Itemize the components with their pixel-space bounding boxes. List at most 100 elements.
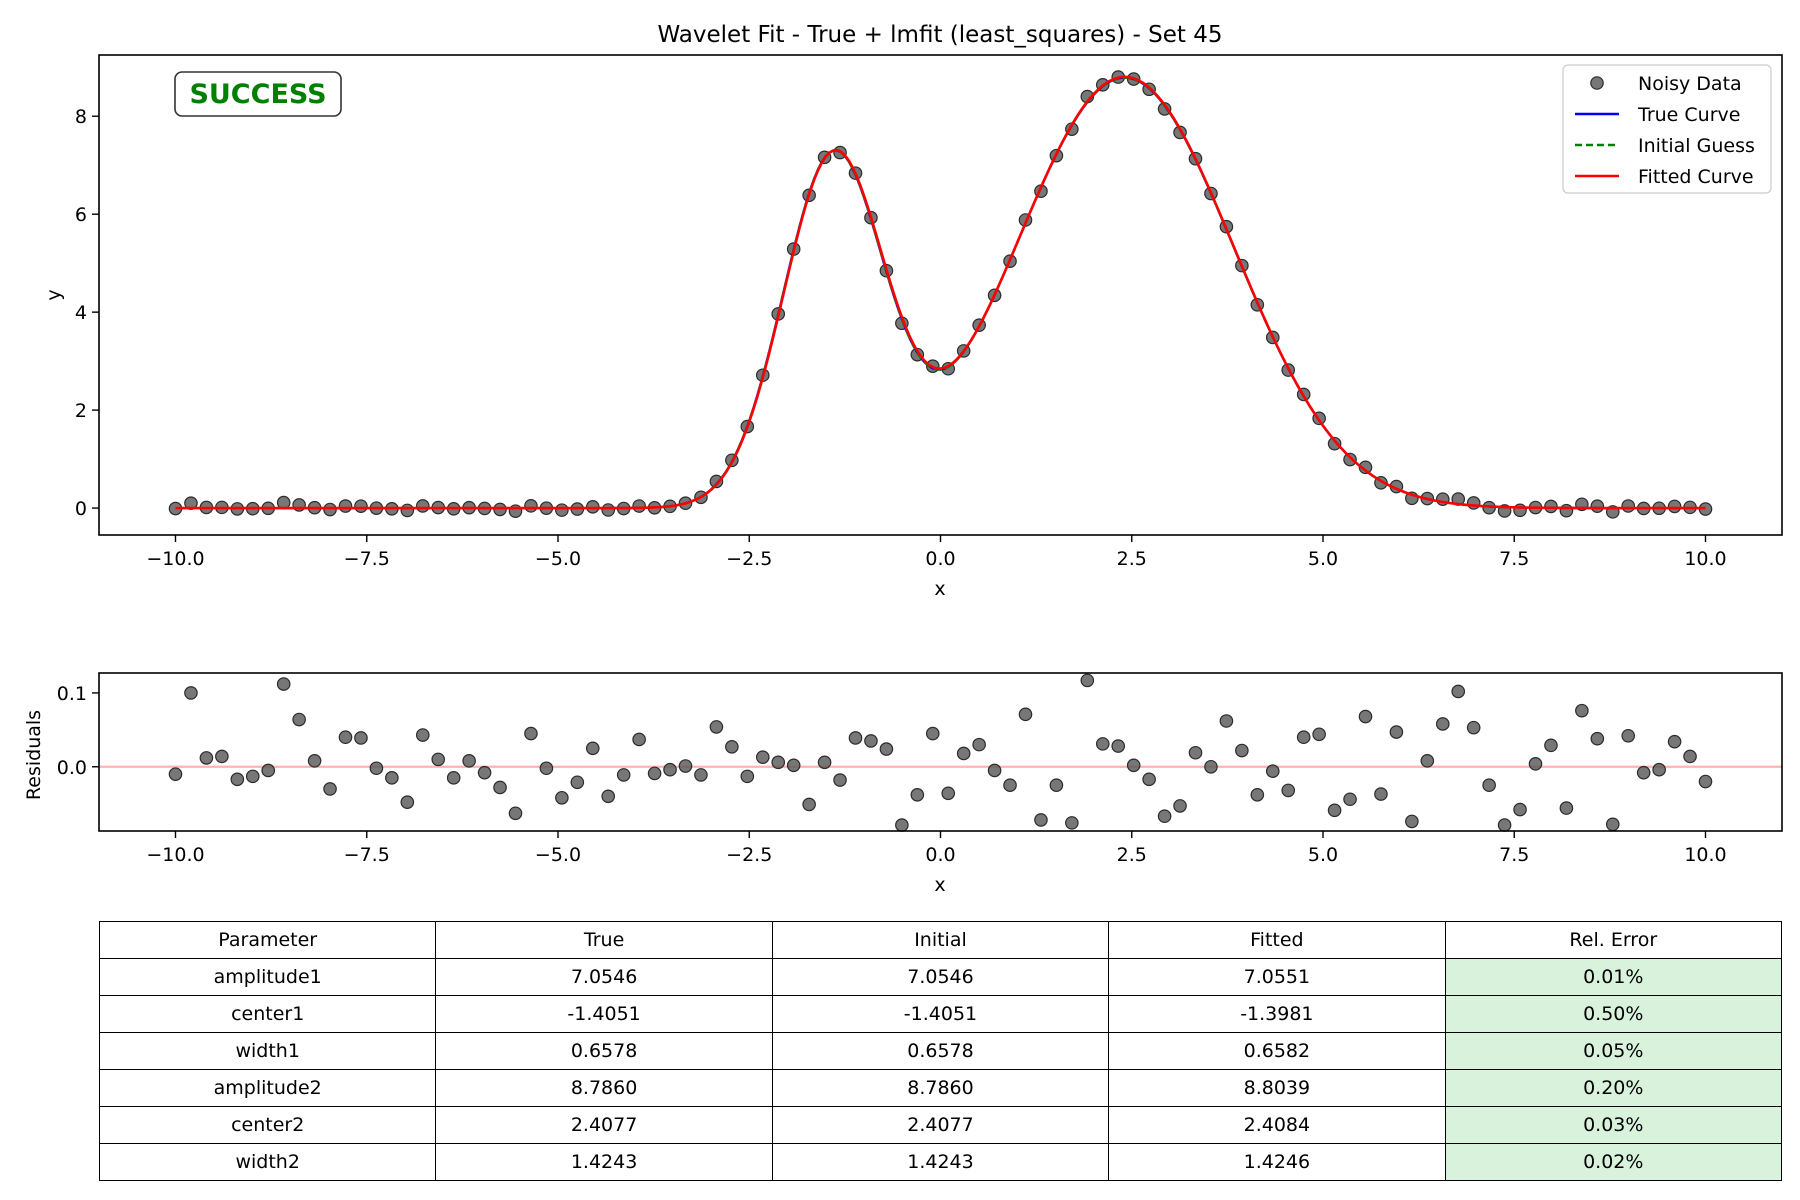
residual-point [802, 797, 816, 812]
table-row: width1 0.6578 0.6578 0.6582 0.05% [98, 1032, 1783, 1070]
residual-point [1034, 813, 1048, 827]
residual-point [555, 790, 569, 805]
residual-point [1018, 707, 1033, 722]
main-x-tick-label: 5.0 [1308, 548, 1338, 570]
main-x-tick-label: 0.0 [925, 548, 955, 570]
residual-point [725, 740, 739, 754]
residual-point [678, 759, 693, 773]
residual-point [446, 771, 461, 785]
noisy-data-point [632, 499, 646, 513]
main-series [168, 70, 1713, 519]
table-header-cell: Rel. Error [1444, 921, 1783, 959]
residual-point [1621, 728, 1636, 743]
table-cell: amplitude2 [98, 1069, 437, 1107]
table-header-cell: True [435, 921, 773, 959]
residual-point [1095, 737, 1110, 751]
residual-ticks: −10.0 −7.5 −5.0 −2.5 0.0 2.5 5.0 7.5 10.0 0.0 0.1 [57, 683, 1727, 866]
residual-point [616, 768, 631, 782]
main-ticks: −10.0 −7.5 −5.0 −2.5 0.0 2.5 5.0 7.5 10.0 0 2 4 6 8 [75, 106, 1727, 570]
table-cell: 1.4243 [435, 1143, 773, 1181]
residual-x-tick-label: 10.0 [1684, 844, 1726, 866]
residual-point [1698, 774, 1713, 789]
table-cell: 7.0546 [771, 958, 1110, 996]
table-cell: amplitude1 [98, 958, 437, 996]
residual-y-tick-label: 0.0 [57, 757, 87, 779]
noisy-data-point [1327, 436, 1342, 451]
residual-point [632, 732, 646, 747]
residual-point [925, 726, 940, 741]
residual-x-tick-label: −10.0 [146, 844, 204, 866]
residual-point [879, 742, 894, 756]
residual-point [1173, 799, 1187, 813]
table-row: center1 -1.4051 -1.4051 -1.3981 0.50% [98, 995, 1783, 1033]
residual-point [848, 731, 863, 745]
noisy-data-point [1559, 503, 1574, 518]
residual-point [570, 775, 585, 790]
residual-point [663, 762, 677, 777]
residual-point [230, 772, 245, 787]
noisy-data-point [1667, 499, 1682, 514]
table-cell-rel-error: 0.01% [1444, 958, 1783, 996]
residual-point [1343, 792, 1357, 807]
residual-point [184, 686, 198, 700]
noisy-data-point [1513, 503, 1527, 518]
main-x-tick-label: −7.5 [344, 548, 390, 570]
main-y-tick-label: 6 [75, 204, 87, 226]
residual-point [462, 754, 476, 768]
noisy-data-point [338, 499, 353, 513]
residual-point [1296, 730, 1311, 745]
noisy-data-point [1358, 460, 1373, 475]
residual-point [1327, 803, 1342, 818]
noisy-data-point [400, 503, 415, 518]
residual-point [833, 773, 847, 787]
residual-point [740, 769, 755, 784]
legend-item-initial-guess: Initial Guess [1575, 135, 1755, 157]
residual-point [323, 782, 337, 796]
noisy-data-point [601, 503, 616, 517]
residual-point [864, 734, 878, 748]
residual-point [1188, 745, 1203, 760]
noisy-data-point [323, 502, 337, 517]
residual-point [1667, 734, 1682, 749]
residual-point [1358, 709, 1373, 724]
residual-point [415, 728, 430, 742]
residual-point [369, 761, 384, 776]
table-cell-rel-error: 0.50% [1444, 995, 1783, 1033]
residual-point [354, 731, 368, 745]
table-header-cell: Initial [771, 921, 1110, 959]
residual-point [755, 750, 770, 764]
main-plot-frame [98, 54, 1783, 536]
residual-point [601, 789, 616, 804]
residual-x-tick-label: −5.0 [535, 844, 581, 866]
main-chart-title: Wavelet Fit - True + lmfit (least_square… [658, 22, 1223, 48]
residual-point [1420, 754, 1435, 768]
table-cell: 0.6578 [771, 1032, 1110, 1070]
main-y-tick-label: 8 [75, 106, 87, 128]
legend: Noisy Data True Curve Initial Guess Fitted … [1562, 64, 1772, 194]
residual-point [694, 768, 708, 782]
residual-point [245, 769, 260, 784]
table-row: amplitude1 7.0546 7.0546 7.0551 0.01% [98, 958, 1783, 996]
main-x-label: x [934, 578, 945, 600]
table-cell: 0.6582 [1108, 1032, 1446, 1070]
noisy-data-point [1343, 452, 1357, 467]
residual-point [895, 818, 909, 832]
table-cell: 0.6578 [435, 1032, 773, 1070]
residual-point [276, 677, 291, 691]
residual-point [1683, 749, 1697, 764]
residual-point [199, 751, 214, 765]
table-row: center2 2.4077 2.4077 2.4084 0.03% [98, 1106, 1783, 1144]
noisy-data-point [1621, 499, 1636, 513]
noisy-data-point [709, 474, 724, 489]
table-cell: 7.0546 [435, 958, 773, 996]
residual-point [338, 730, 353, 745]
residual-point [987, 763, 1002, 778]
noisy-data-point [1590, 499, 1605, 513]
noisy-data-point [1544, 499, 1558, 514]
success-badge-text: SUCCESS [189, 79, 326, 110]
residual-point [1281, 783, 1296, 798]
legend-box [1562, 64, 1772, 194]
residual-point [1003, 778, 1017, 793]
residual-x-tick-label: 7.5 [1499, 844, 1529, 866]
